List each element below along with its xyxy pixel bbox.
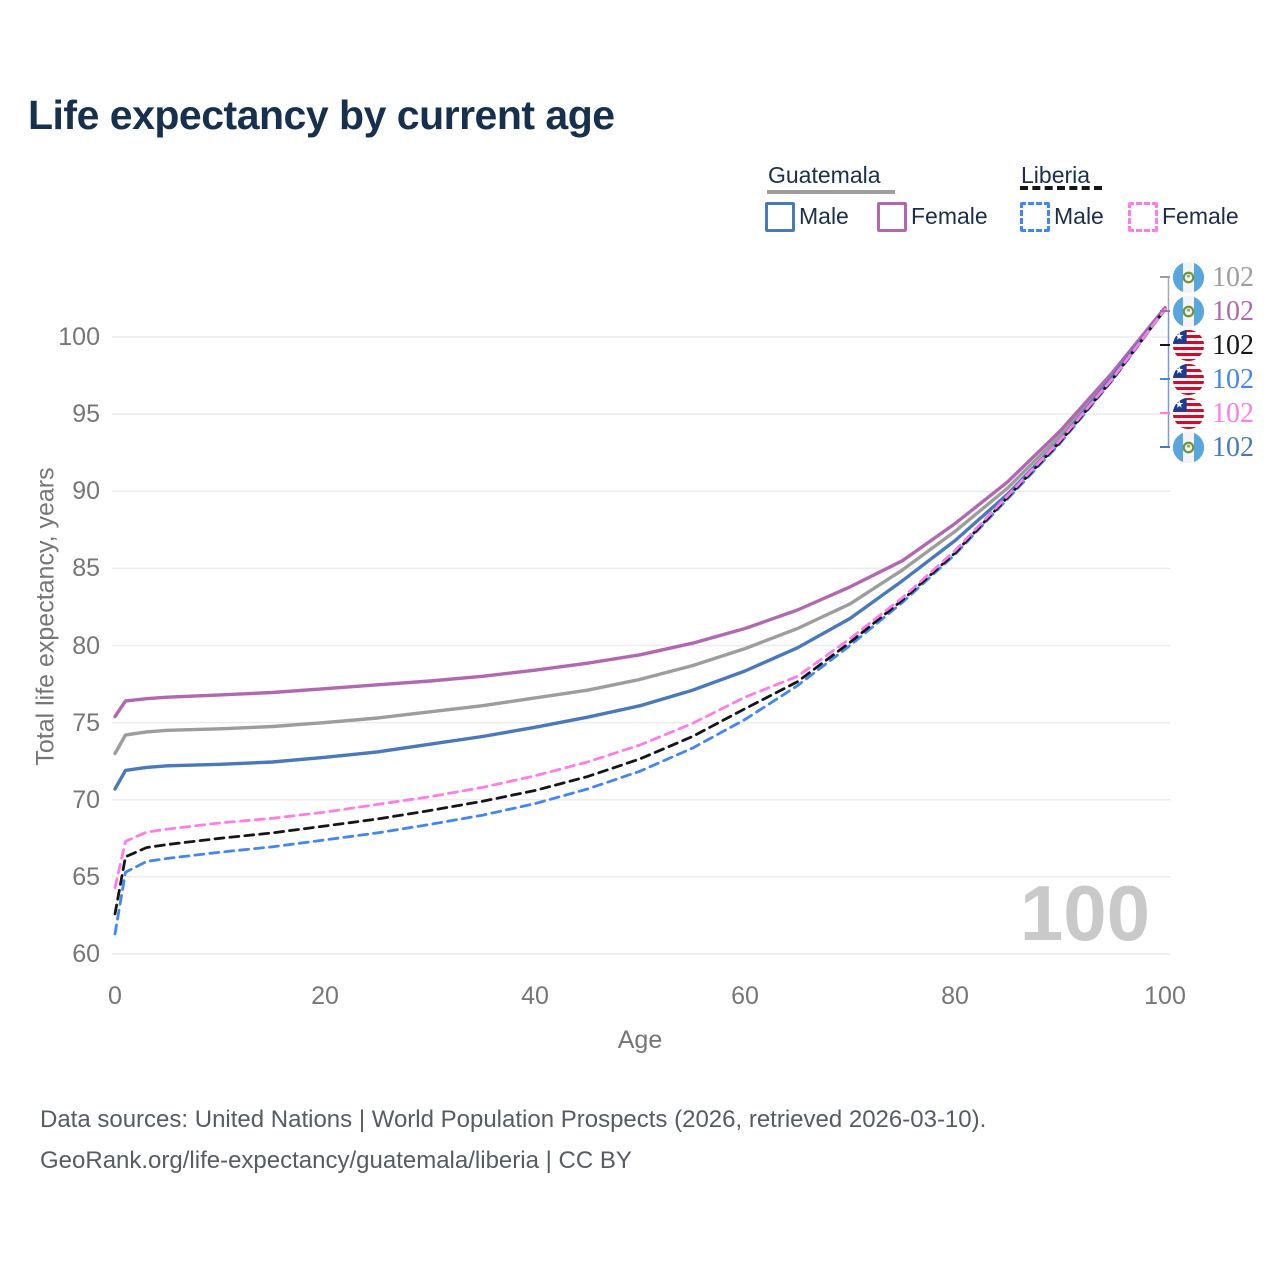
legend-rule-liberia <box>1020 186 1102 190</box>
y-tick-label: 80 <box>72 631 100 660</box>
legend-group-liberia[interactable]: Liberia <box>1021 162 1091 188</box>
legend-checkbox-liberia-male[interactable] <box>1020 202 1050 232</box>
y-tick-label: 85 <box>72 554 100 583</box>
series-guatemala-male <box>113 307 1167 791</box>
x-tick-label: 60 <box>731 982 759 1010</box>
guatemala-flag-icon <box>1172 431 1205 464</box>
guatemala-flag-icon <box>1172 261 1205 294</box>
y-tick-label: 60 <box>72 940 100 968</box>
liberia-flag-icon <box>1172 329 1205 362</box>
end-label-value: 102 <box>1212 363 1254 395</box>
guatemala-flag-icon <box>1172 295 1205 328</box>
x-tick-label: 100 <box>1144 982 1186 1010</box>
page-title: Life expectancy by current age <box>28 92 615 138</box>
series-guatemala-total <box>113 306 1167 756</box>
legend-label-liberia-male[interactable]: Male <box>1054 203 1104 229</box>
legend-label-guatemala-female[interactable]: Female <box>911 203 988 229</box>
attribution-line: GeoRank.org/life-expectancy/guatemala/li… <box>40 1147 632 1174</box>
x-tick-label: 20 <box>311 982 339 1010</box>
y-tick-label: 75 <box>72 708 100 737</box>
end-label-guatemala-male: 102 <box>1172 431 1254 464</box>
series-guatemala-female <box>113 306 1167 719</box>
data-sources-line: Data sources: United Nations | World Pop… <box>40 1106 987 1133</box>
legend-label-guatemala-male[interactable]: Male <box>799 203 849 229</box>
x-axis-title: Age <box>617 1026 663 1054</box>
series-liberia-total <box>113 307 1167 916</box>
y-tick-label: 70 <box>72 785 100 814</box>
end-label-value: 102 <box>1212 397 1254 429</box>
end-label-guatemala-female: 102 <box>1172 295 1254 328</box>
y-tick-label: 65 <box>72 862 100 891</box>
legend-checkbox-guatemala-male[interactable] <box>765 202 795 232</box>
end-label-value: 102 <box>1212 295 1254 327</box>
end-label-value: 102 <box>1212 261 1254 293</box>
end-label-liberia-female: 102 <box>1172 397 1254 430</box>
end-label-value: 102 <box>1212 431 1254 463</box>
end-label-liberia-male: 102 <box>1172 363 1254 396</box>
end-label-value: 102 <box>1212 329 1254 361</box>
legend-label-liberia-female[interactable]: Female <box>1162 203 1239 229</box>
end-label-guatemala-total: 102 <box>1172 261 1254 294</box>
series-liberia-female <box>113 307 1167 890</box>
liberia-flag-icon <box>1172 363 1205 396</box>
y-tick-label: 90 <box>72 477 100 506</box>
x-tick-label: 40 <box>521 982 549 1010</box>
x-tick-label: 80 <box>941 982 969 1010</box>
x-tick-label: 0 <box>108 982 122 1010</box>
series-liberia-male <box>113 307 1167 936</box>
end-label-liberia-total: 102 <box>1172 329 1254 362</box>
y-tick-label: 95 <box>72 400 100 429</box>
legend-checkbox-liberia-female[interactable] <box>1128 202 1158 232</box>
liberia-flag-icon <box>1172 397 1205 430</box>
legend-checkbox-guatemala-female[interactable] <box>877 202 907 232</box>
age-watermark: 100 <box>1019 869 1150 957</box>
legend-group-guatemala[interactable]: Guatemala <box>768 162 881 188</box>
legend-rule-guatemala <box>767 190 895 194</box>
y-tick-label: 100 <box>58 323 100 351</box>
